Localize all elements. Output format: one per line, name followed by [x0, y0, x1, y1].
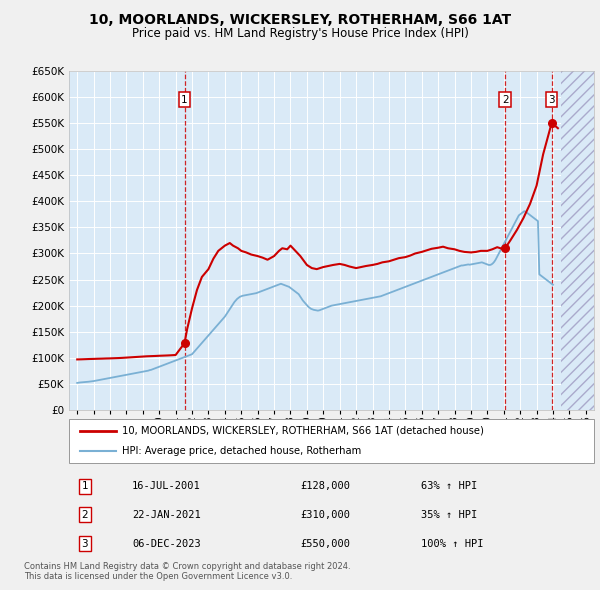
Text: 63% ↑ HPI: 63% ↑ HPI: [421, 481, 477, 491]
Text: Contains HM Land Registry data © Crown copyright and database right 2024.
This d: Contains HM Land Registry data © Crown c…: [24, 562, 350, 581]
Text: 2: 2: [502, 94, 508, 104]
Bar: [561, 71, 594, 410]
FancyBboxPatch shape: [69, 419, 594, 463]
Text: 1: 1: [82, 481, 88, 491]
Text: £128,000: £128,000: [300, 481, 350, 491]
Text: 3: 3: [82, 539, 88, 549]
Text: 10, MOORLANDS, WICKERSLEY, ROTHERHAM, S66 1AT (detached house): 10, MOORLANDS, WICKERSLEY, ROTHERHAM, S6…: [121, 426, 484, 436]
Text: 100% ↑ HPI: 100% ↑ HPI: [421, 539, 483, 549]
Text: 2: 2: [82, 510, 88, 520]
Text: £550,000: £550,000: [300, 539, 350, 549]
Text: 16-JUL-2001: 16-JUL-2001: [132, 481, 201, 491]
Text: 35% ↑ HPI: 35% ↑ HPI: [421, 510, 477, 520]
Text: 10, MOORLANDS, WICKERSLEY, ROTHERHAM, S66 1AT: 10, MOORLANDS, WICKERSLEY, ROTHERHAM, S6…: [89, 13, 511, 27]
Text: 06-DEC-2023: 06-DEC-2023: [132, 539, 201, 549]
Text: £310,000: £310,000: [300, 510, 350, 520]
Text: 1: 1: [181, 94, 188, 104]
Text: HPI: Average price, detached house, Rotherham: HPI: Average price, detached house, Roth…: [121, 446, 361, 456]
Text: 3: 3: [548, 94, 555, 104]
Text: Price paid vs. HM Land Registry's House Price Index (HPI): Price paid vs. HM Land Registry's House …: [131, 27, 469, 40]
Text: 22-JAN-2021: 22-JAN-2021: [132, 510, 201, 520]
